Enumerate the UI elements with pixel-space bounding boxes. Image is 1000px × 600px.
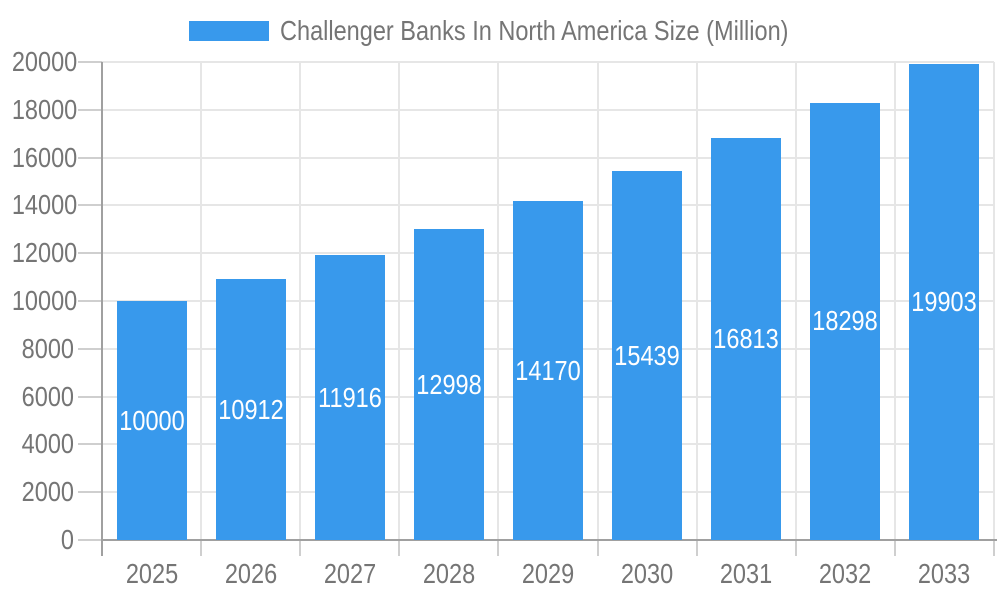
y-axis-tick-label: 8000 [21, 332, 74, 364]
x-gridline [200, 62, 203, 540]
x-gridline [497, 62, 500, 540]
y-axis-tick [78, 539, 102, 541]
bar-value-label: 10000 [118, 404, 185, 436]
y-gridline [102, 108, 994, 111]
legend-label: Challenger Banks In North America Size (… [280, 15, 789, 46]
bar-value-label: 11916 [317, 381, 382, 413]
bar[interactable] [810, 102, 881, 540]
x-gridline [794, 62, 797, 540]
y-axis-tick [78, 252, 102, 255]
x-axis-tick [200, 540, 203, 556]
bar[interactable] [612, 171, 683, 540]
legend: Challenger Banks In North America Size (… [189, 17, 885, 45]
y-axis-tick-label: 6000 [21, 380, 74, 412]
x-axis-tick-label: 2033 [918, 558, 971, 589]
x-axis-tick [497, 540, 500, 556]
y-axis-tick-label: 0 [60, 524, 74, 555]
bar[interactable] [215, 279, 286, 540]
bar[interactable] [116, 301, 187, 540]
x-axis-tick-label: 2025 [125, 558, 178, 589]
x-axis-line [101, 539, 997, 541]
bar-value-label: 18298 [812, 305, 879, 337]
bar-value-label: 12998 [416, 368, 482, 400]
y-axis-tick-label: 2000 [21, 476, 74, 508]
x-axis-tick [893, 540, 896, 556]
bar-value-label: 10912 [217, 393, 284, 425]
y-axis-tick [78, 204, 102, 207]
y-axis-tick [78, 300, 102, 302]
bar[interactable] [314, 255, 385, 540]
x-gridline [398, 62, 401, 540]
y-axis-tick [78, 108, 102, 111]
bar[interactable] [513, 201, 583, 540]
y-axis-tick [78, 443, 102, 446]
x-axis-tick-label: 2028 [422, 558, 476, 589]
x-gridline [596, 62, 599, 540]
x-axis-tick [993, 540, 995, 556]
y-axis-tick-label: 20000 [11, 46, 78, 77]
x-gridline [695, 62, 698, 540]
bar[interactable] [413, 229, 484, 540]
x-axis-tick [398, 540, 401, 556]
x-axis-tick [596, 540, 599, 556]
x-axis-tick-label: 2030 [620, 558, 674, 589]
x-axis-tick-label: 2029 [521, 558, 575, 589]
x-axis-tick-label: 2032 [819, 558, 872, 589]
y-axis-tick [78, 395, 102, 398]
y-gridline [102, 61, 994, 63]
y-axis-tick [78, 491, 102, 494]
y-axis-tick-label: 12000 [11, 237, 78, 269]
legend-swatch-icon [189, 21, 269, 41]
y-axis-tick [78, 156, 102, 159]
y-axis-tick-label: 14000 [11, 189, 78, 221]
bar-value-label: 15439 [614, 339, 680, 371]
bar-value-label: 14170 [515, 354, 581, 386]
y-axis-line [101, 62, 103, 556]
x-axis-tick [794, 540, 797, 556]
y-gridline [102, 156, 994, 159]
x-axis-tick-label: 2026 [224, 558, 277, 589]
bar[interactable] [909, 64, 980, 540]
y-axis-tick-label: 10000 [11, 285, 78, 316]
x-gridline [993, 62, 995, 540]
x-axis-tick-label: 2027 [323, 558, 376, 589]
y-axis-tick [78, 347, 102, 350]
y-axis-tick-label: 16000 [11, 141, 78, 173]
y-axis-tick-label: 18000 [11, 93, 78, 125]
x-axis-tick-label: 2031 [720, 558, 773, 589]
y-axis-tick [78, 61, 102, 63]
x-gridline [893, 62, 896, 540]
x-gridline [299, 62, 302, 540]
x-axis-tick [695, 540, 698, 556]
y-axis-tick-label: 4000 [21, 428, 74, 460]
bar-value-label: 16813 [713, 323, 779, 355]
bar[interactable] [711, 138, 782, 540]
x-axis-tick [299, 540, 302, 556]
bar-value-label: 19903 [911, 286, 978, 318]
legend-item[interactable]: Challenger Banks In North America Size (… [189, 17, 885, 45]
